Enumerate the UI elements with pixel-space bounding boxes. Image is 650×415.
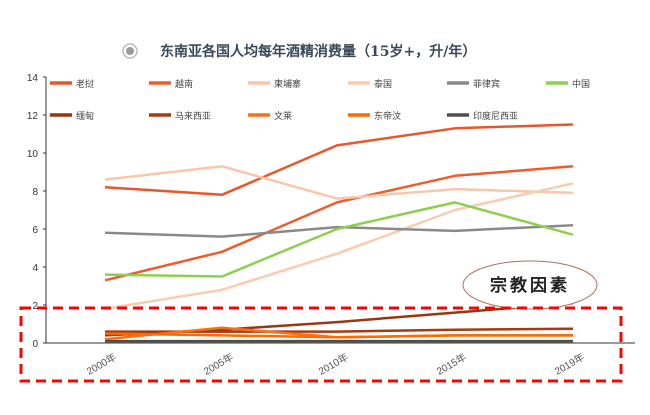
y-tick-label: 14 [27,73,39,84]
x-tick-label: 2000年 [84,350,118,377]
y-tick-label: 0 [32,339,38,350]
y-tick-label: 4 [32,263,38,274]
legend-label: 缅甸 [76,110,94,122]
x-tick-label: 2005年 [201,350,235,377]
series-line-9 [104,332,573,339]
chart-title: 东南亚各国人均每年酒精消费量（15岁+，升/年） [160,43,476,60]
legend-label: 印度尼西亚 [473,110,518,122]
legend-label: 中国 [572,78,590,90]
legend-label: 越南 [175,78,193,90]
x-tick-label: 2019年 [552,350,586,377]
legend-label: 东帝汶 [374,110,401,122]
y-tick-label: 12 [27,111,39,122]
legend-label: 菲律宾 [473,78,500,90]
legend-label: 文莱 [274,110,292,122]
y-tick-label: 10 [27,149,39,160]
x-tick-label: 2015年 [434,350,468,377]
y-tick-label: 6 [32,225,38,236]
annotation-ellipse [462,260,598,310]
y-tick-label: 8 [32,187,38,198]
legend-label: 马来西亚 [175,111,211,122]
series-line-0 [104,123,574,197]
legend-label: 泰国 [374,78,392,90]
legend-label: 柬埔寨 [274,78,301,90]
annotation-text: 宗教因素 [490,275,570,296]
title-bullet-dot-icon [126,47,134,55]
y-tick-label: 2 [32,301,38,312]
legend-label: 老挝 [76,78,94,90]
series-line-4 [104,223,574,238]
x-tick-label: 2010年 [316,350,350,377]
